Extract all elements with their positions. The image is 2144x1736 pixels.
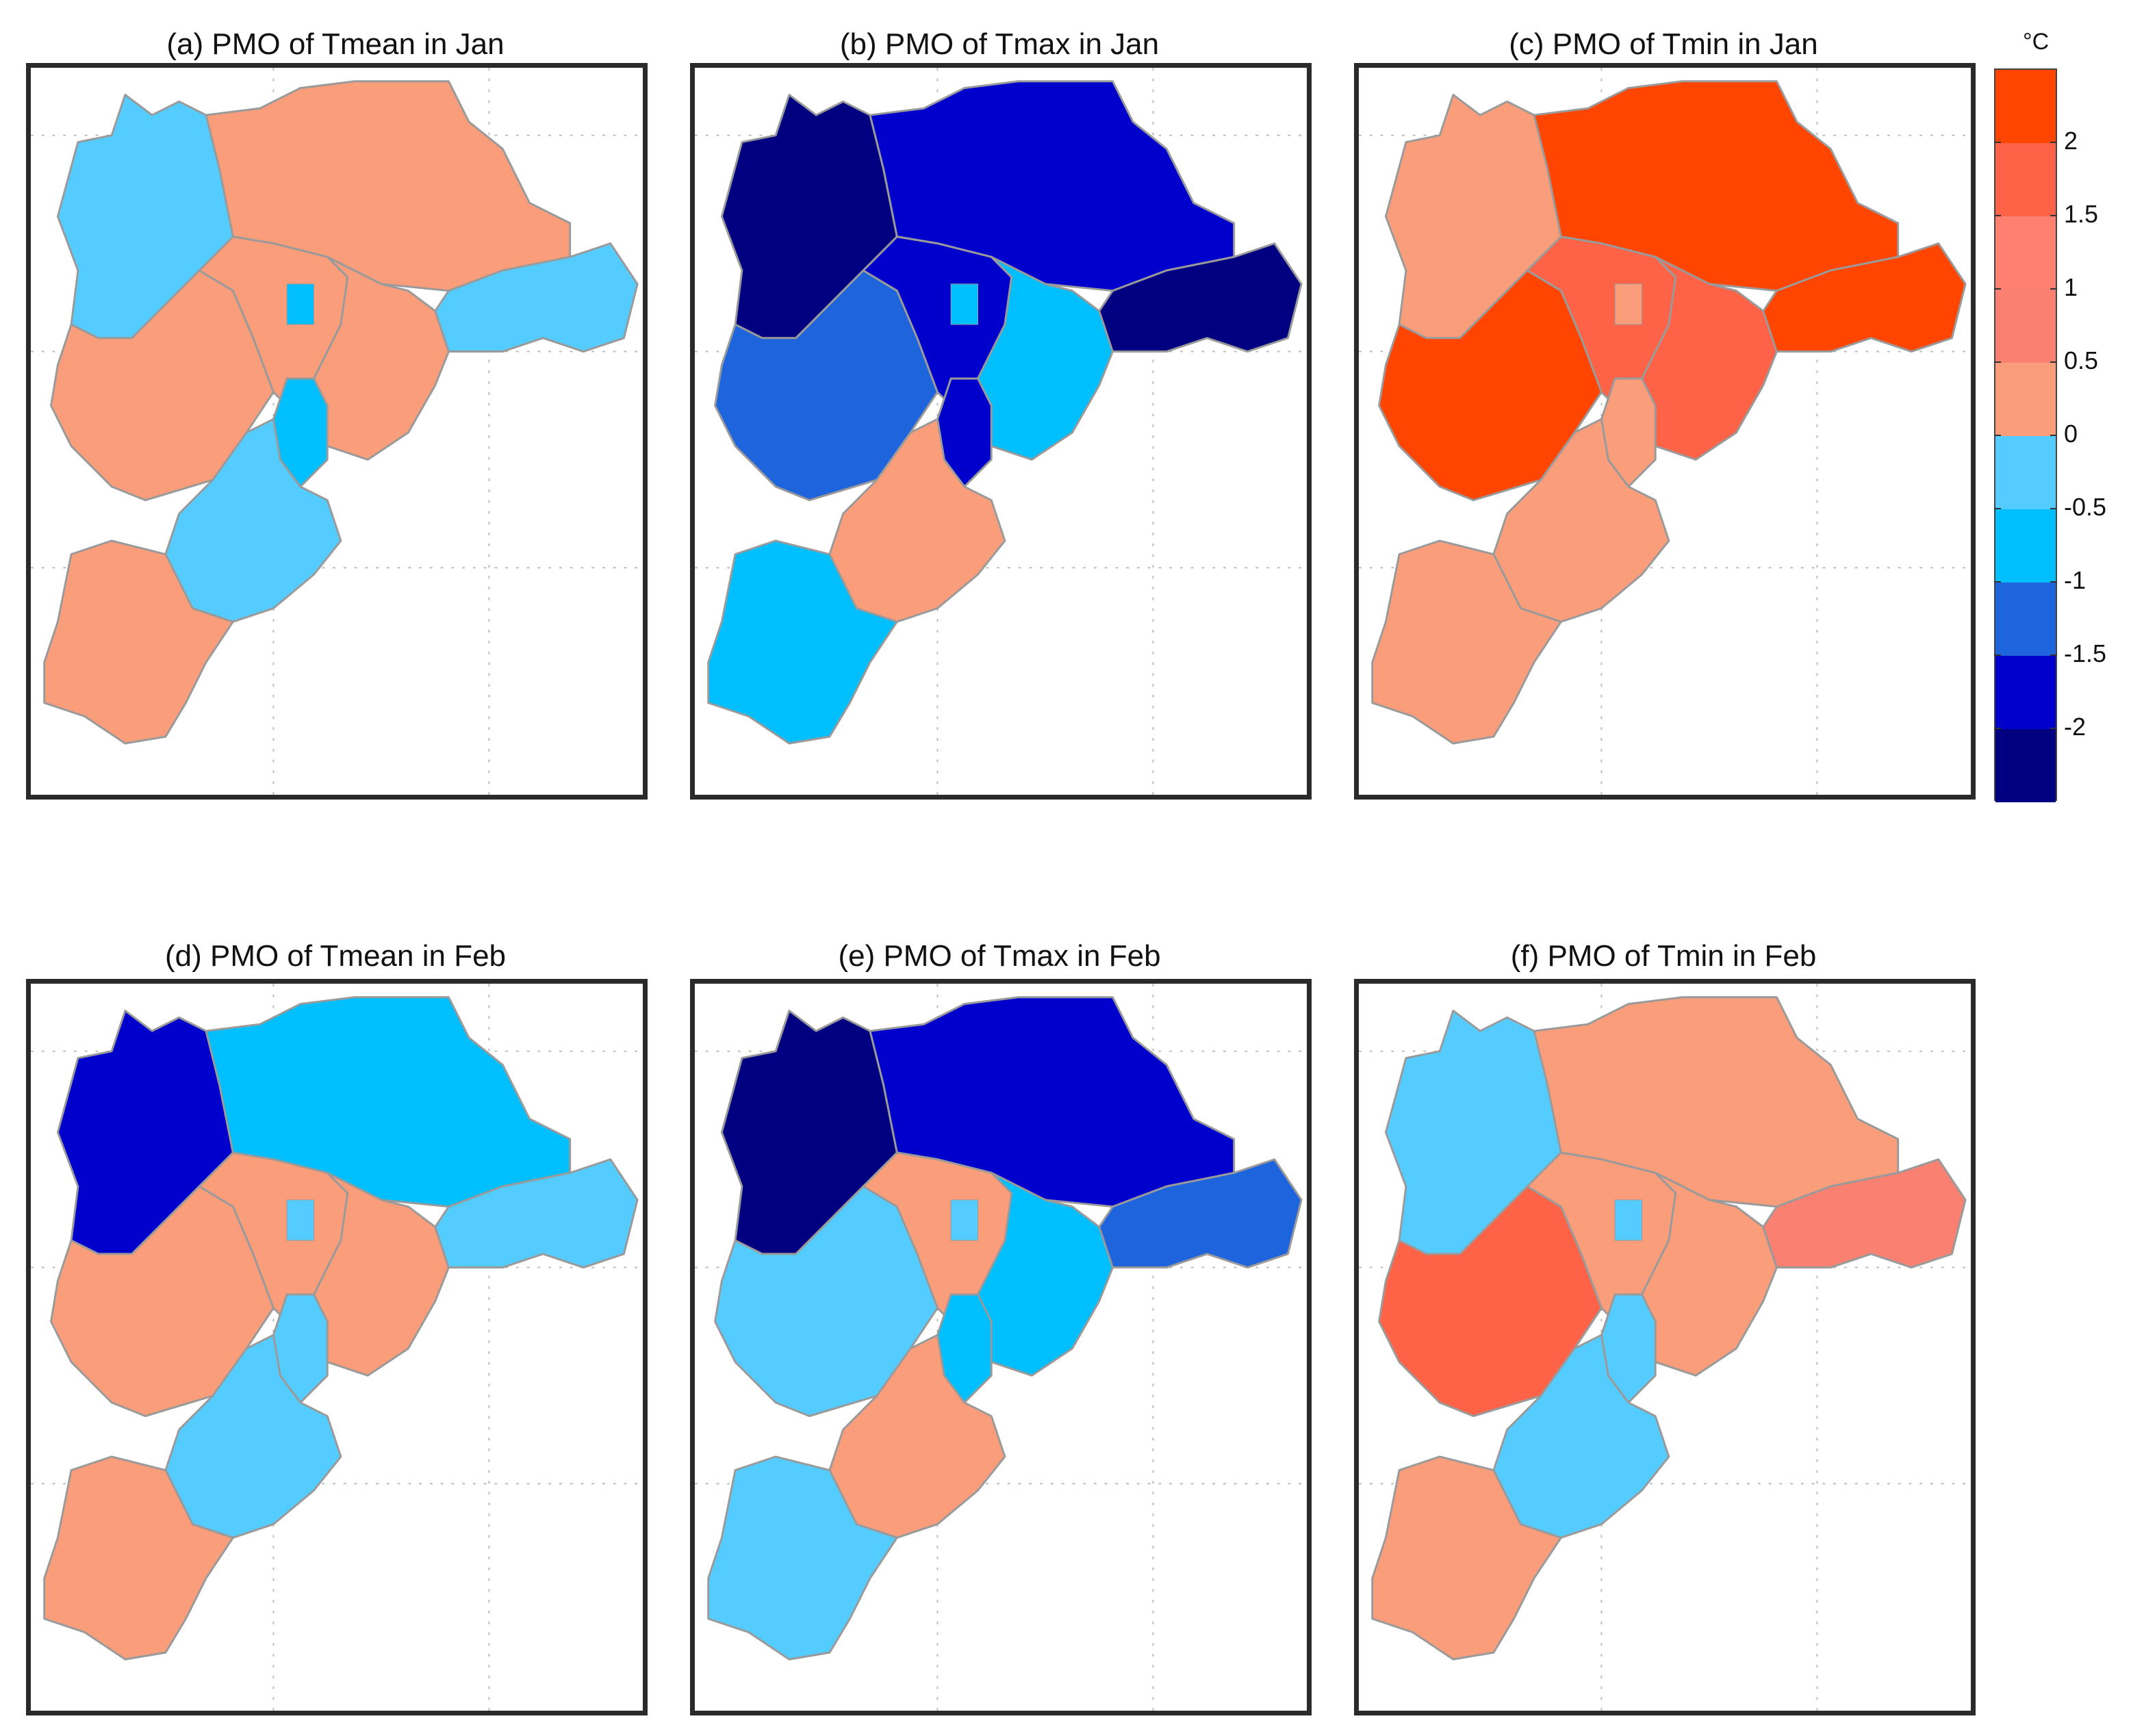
panel-title-a: (a) PMO of Tmean in Jan <box>166 27 505 61</box>
region-ee <box>434 242 639 353</box>
colorbar-tick <box>1994 581 2001 583</box>
colorbar-segment <box>1995 70 2056 143</box>
region-ee <box>434 1158 639 1269</box>
map-svg <box>695 984 1307 1711</box>
colorbar-tick-label: -1.5 <box>2064 639 2107 667</box>
colorbar-segment <box>1995 363 2056 436</box>
region-w <box>50 1185 275 1418</box>
colorbar-tick <box>1994 142 2001 143</box>
panel-title-b: (b) PMO of Tmax in Jan <box>839 27 1160 61</box>
map-panel-a <box>26 63 648 800</box>
colorbar-tick <box>2050 654 2057 656</box>
colorbar-segment <box>1995 143 2056 216</box>
region-w <box>1378 269 1603 502</box>
region-cap <box>950 283 979 325</box>
region-ee <box>1098 1158 1303 1269</box>
region-cap <box>1614 283 1643 325</box>
colorbar-segment <box>1995 583 2056 656</box>
region-sw <box>707 539 898 745</box>
region-cap <box>950 1199 979 1241</box>
map-panel-e <box>690 979 1312 1715</box>
region-cap <box>286 1199 315 1241</box>
colorbar-segment <box>1995 509 2056 583</box>
map-panel-d <box>26 979 648 1715</box>
region-cap <box>286 283 315 325</box>
colorbar-tick <box>2050 728 2057 729</box>
colorbar-tick-label: 0 <box>2064 420 2078 448</box>
region-w <box>1378 1185 1603 1418</box>
colorbar-segment <box>1995 290 2056 363</box>
colorbar-segment <box>1995 729 2056 802</box>
map-svg <box>31 68 643 795</box>
colorbar-tick <box>2050 215 2057 216</box>
colorbar-tick-label: 2 <box>2064 127 2078 155</box>
colorbar-tick <box>2050 581 2057 583</box>
colorbar-tick <box>2050 508 2057 509</box>
map-svg <box>1359 68 1971 795</box>
region-ee <box>1762 242 1967 353</box>
map-svg <box>1359 984 1971 1711</box>
region-sw <box>1371 539 1562 745</box>
colorbar-tick <box>2050 288 2057 290</box>
colorbar-tick <box>1994 215 2001 216</box>
colorbar-tick <box>1994 361 2001 363</box>
colorbar-tick <box>1994 728 2001 729</box>
colorbar-tick-label: 1 <box>2064 273 2078 301</box>
colorbar-tick <box>1994 288 2001 290</box>
map-svg <box>695 68 1307 795</box>
region-ee <box>1762 1158 1967 1269</box>
panel-title-f: (f) PMO of Tmin in Feb <box>1510 939 1817 973</box>
region-w <box>714 1185 939 1418</box>
colorbar-tick-label: -1 <box>2064 566 2086 594</box>
region-ee <box>1098 242 1303 353</box>
region-w <box>50 269 275 502</box>
colorbar-tick <box>1994 508 2001 509</box>
colorbar-tick <box>2050 435 2057 436</box>
colorbar-tick-label: -0.5 <box>2064 493 2107 521</box>
colorbar-tick-label: 1.5 <box>2064 200 2099 228</box>
panel-title-e: (e) PMO of Tmax in Feb <box>838 939 1161 973</box>
colorbar-segment <box>1995 436 2056 509</box>
region-sw <box>707 1455 898 1661</box>
colorbar <box>1994 68 2057 802</box>
map-panel-f <box>1354 979 1976 1715</box>
map-svg <box>31 984 643 1711</box>
region-sw <box>43 539 234 745</box>
region-cap <box>1614 1199 1643 1241</box>
colorbar-segment <box>1995 216 2056 290</box>
colorbar-tick <box>1994 654 2001 656</box>
colorbar-tick-label: -2 <box>2064 713 2086 741</box>
colorbar-tick <box>1994 435 2001 436</box>
colorbar-tick-label: 0.5 <box>2064 346 2099 374</box>
colorbar-tick <box>2050 142 2057 143</box>
panel-title-c: (c) PMO of Tmin in Jan <box>1509 27 1818 61</box>
colorbar-unit: °C <box>2023 29 2050 55</box>
region-w <box>714 269 939 502</box>
colorbar-segment <box>1995 656 2056 729</box>
colorbar-tick <box>2050 361 2057 363</box>
panel-title-d: (d) PMO of Tmean in Feb <box>164 939 507 973</box>
map-panel-b <box>690 63 1312 800</box>
region-sw <box>1371 1455 1562 1661</box>
region-sw <box>43 1455 234 1661</box>
map-panel-c <box>1354 63 1976 800</box>
